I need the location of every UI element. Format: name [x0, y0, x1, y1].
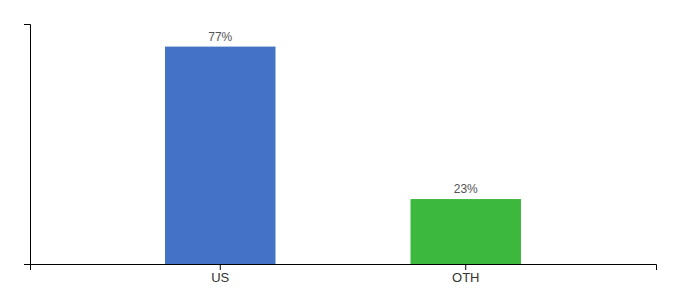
- bars: [165, 47, 521, 264]
- data-label: 77%: [208, 30, 232, 44]
- bar: [411, 199, 521, 264]
- bar: [165, 47, 275, 264]
- data-label: 23%: [454, 182, 478, 196]
- data-labels: 77% 23%: [208, 30, 478, 196]
- x-axis: US OTH: [31, 264, 657, 285]
- x-tick-mark: [465, 264, 466, 270]
- x-tick: US: [211, 264, 229, 285]
- x-tick: OTH: [452, 264, 479, 285]
- y-axis-line: [24, 25, 31, 265]
- plot: US OTH 77% 23%: [24, 25, 657, 286]
- chart: US OTH 77% 23%: [0, 0, 680, 300]
- y-axis: [24, 25, 31, 265]
- x-tick-label: OTH: [452, 270, 479, 285]
- x-tick-label: US: [211, 270, 229, 285]
- x-tick-mark: [220, 264, 221, 270]
- x-axis-line: [31, 265, 657, 271]
